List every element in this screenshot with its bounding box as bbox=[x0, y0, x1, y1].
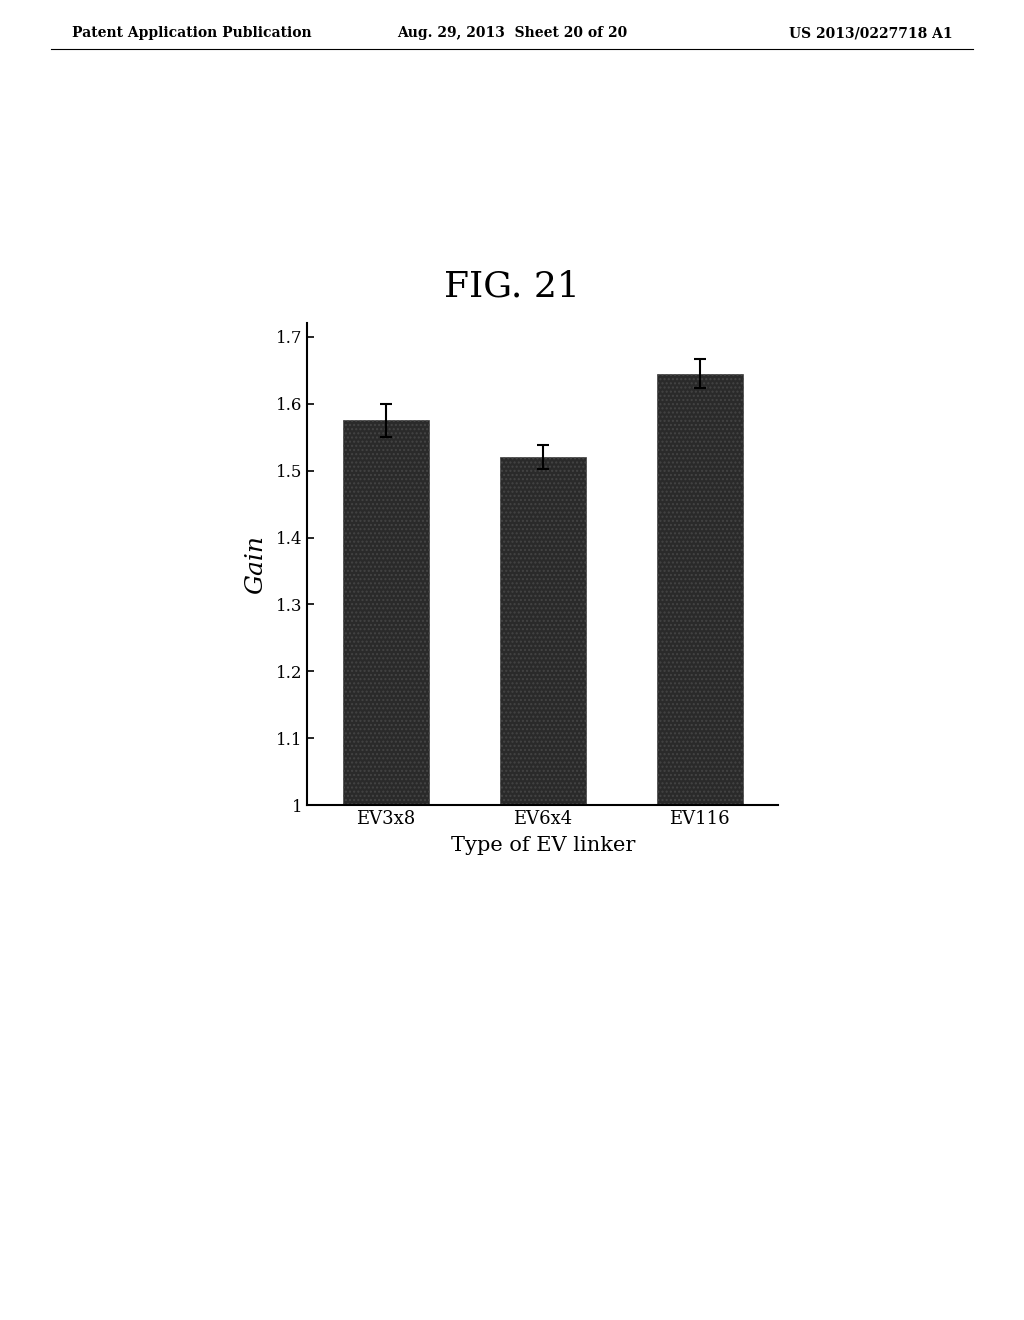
Text: Aug. 29, 2013  Sheet 20 of 20: Aug. 29, 2013 Sheet 20 of 20 bbox=[397, 26, 627, 41]
Text: US 2013/0227718 A1: US 2013/0227718 A1 bbox=[788, 26, 952, 41]
Bar bbox=[500, 457, 586, 805]
Bar bbox=[656, 374, 743, 805]
Text: FIG. 21: FIG. 21 bbox=[444, 269, 580, 304]
Text: Patent Application Publication: Patent Application Publication bbox=[72, 26, 311, 41]
X-axis label: Type of EV linker: Type of EV linker bbox=[451, 837, 635, 855]
Bar bbox=[342, 421, 429, 805]
Y-axis label: Gain: Gain bbox=[245, 535, 267, 594]
